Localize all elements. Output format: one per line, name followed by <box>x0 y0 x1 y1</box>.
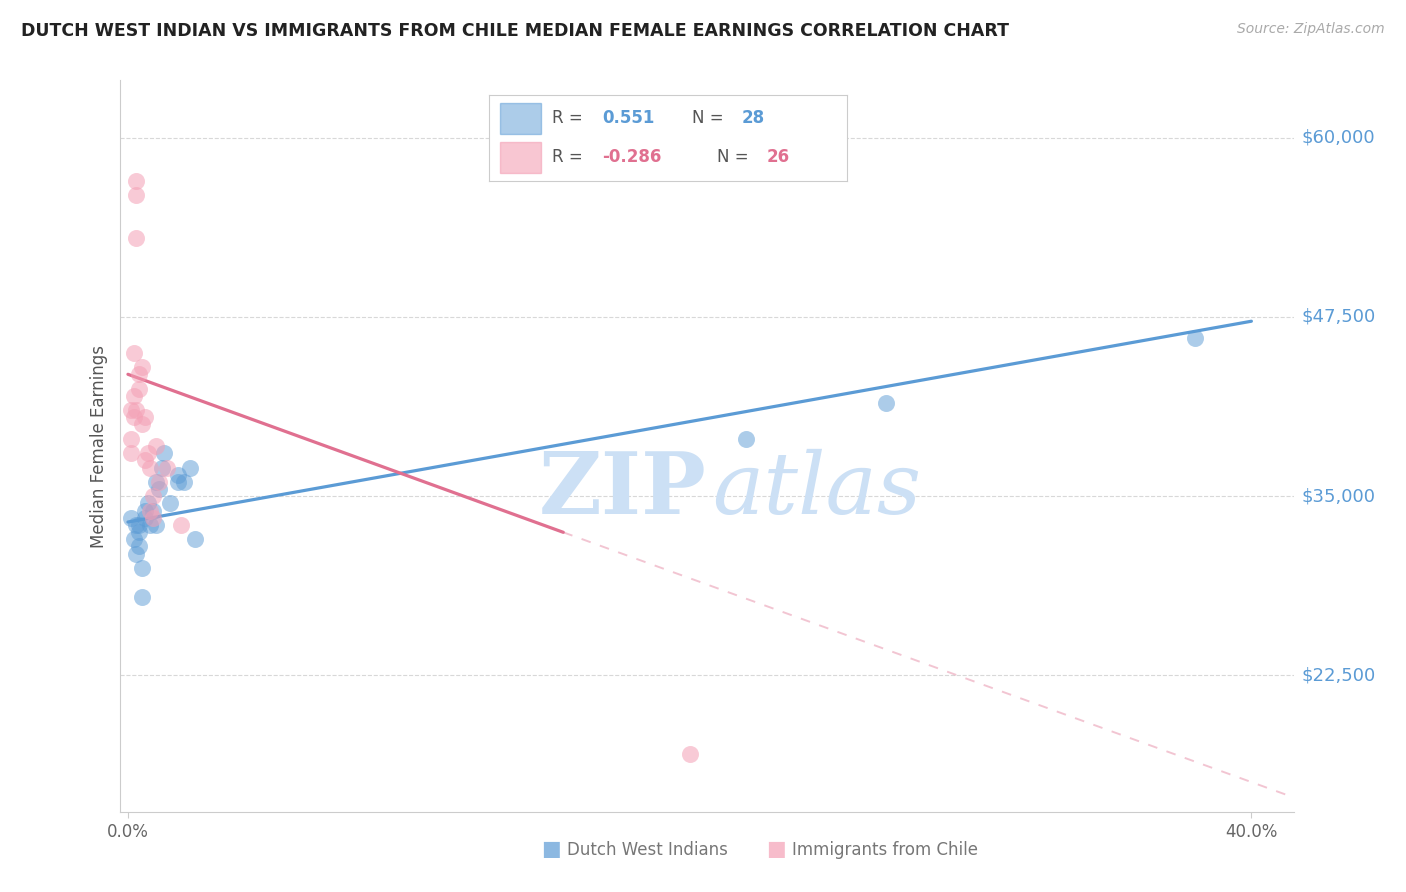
Point <box>128 517 150 532</box>
Point <box>145 439 167 453</box>
Point <box>125 547 148 561</box>
Point <box>122 533 145 547</box>
Point <box>120 446 142 460</box>
Point <box>131 417 153 432</box>
Text: $35,000: $35,000 <box>1302 487 1376 505</box>
Text: $60,000: $60,000 <box>1302 128 1375 146</box>
Text: ZIP: ZIP <box>538 448 707 532</box>
Point <box>734 432 756 446</box>
Point <box>122 389 145 403</box>
Point <box>179 460 201 475</box>
Text: ■: ■ <box>541 839 561 859</box>
Text: $22,500: $22,500 <box>1302 666 1376 684</box>
Point <box>173 475 195 489</box>
Point <box>125 403 148 417</box>
Point <box>128 368 150 382</box>
Point <box>156 460 179 475</box>
Point <box>125 231 148 245</box>
Point <box>128 524 150 539</box>
Point <box>150 460 173 475</box>
Point <box>142 510 165 524</box>
Point <box>1184 331 1206 345</box>
Point <box>145 475 167 489</box>
Point <box>167 467 190 482</box>
Point <box>131 561 153 575</box>
Point <box>136 496 159 510</box>
Text: DUTCH WEST INDIAN VS IMMIGRANTS FROM CHILE MEDIAN FEMALE EARNINGS CORRELATION CH: DUTCH WEST INDIAN VS IMMIGRANTS FROM CHI… <box>21 22 1010 40</box>
Text: $47,500: $47,500 <box>1302 308 1376 326</box>
Point <box>145 517 167 532</box>
Text: Immigrants from Chile: Immigrants from Chile <box>792 841 977 859</box>
Point <box>125 188 148 202</box>
Point <box>148 482 170 496</box>
Y-axis label: Median Female Earnings: Median Female Earnings <box>90 344 108 548</box>
Point <box>128 382 150 396</box>
Point <box>122 345 145 359</box>
Point <box>875 396 897 410</box>
Point <box>120 510 142 524</box>
Point <box>679 747 702 762</box>
Point <box>134 453 156 467</box>
Point <box>125 174 148 188</box>
Point <box>134 503 156 517</box>
Point <box>159 496 181 510</box>
Point <box>136 446 159 460</box>
Text: Dutch West Indians: Dutch West Indians <box>567 841 727 859</box>
Text: Source: ZipAtlas.com: Source: ZipAtlas.com <box>1237 22 1385 37</box>
Point <box>131 360 153 375</box>
Point <box>120 403 142 417</box>
Point <box>134 410 156 425</box>
Point <box>134 510 156 524</box>
Point <box>122 410 145 425</box>
Point <box>139 503 162 517</box>
Point <box>139 517 162 532</box>
Point <box>167 475 190 489</box>
Point <box>128 540 150 554</box>
Point <box>120 432 142 446</box>
Point <box>153 446 176 460</box>
Text: ■: ■ <box>766 839 786 859</box>
Point <box>148 475 170 489</box>
Point <box>142 489 165 503</box>
Point <box>131 590 153 604</box>
Text: atlas: atlas <box>713 449 921 532</box>
Point <box>184 533 207 547</box>
Point <box>125 517 148 532</box>
Point <box>142 503 165 517</box>
Point <box>139 460 162 475</box>
Point <box>170 517 193 532</box>
